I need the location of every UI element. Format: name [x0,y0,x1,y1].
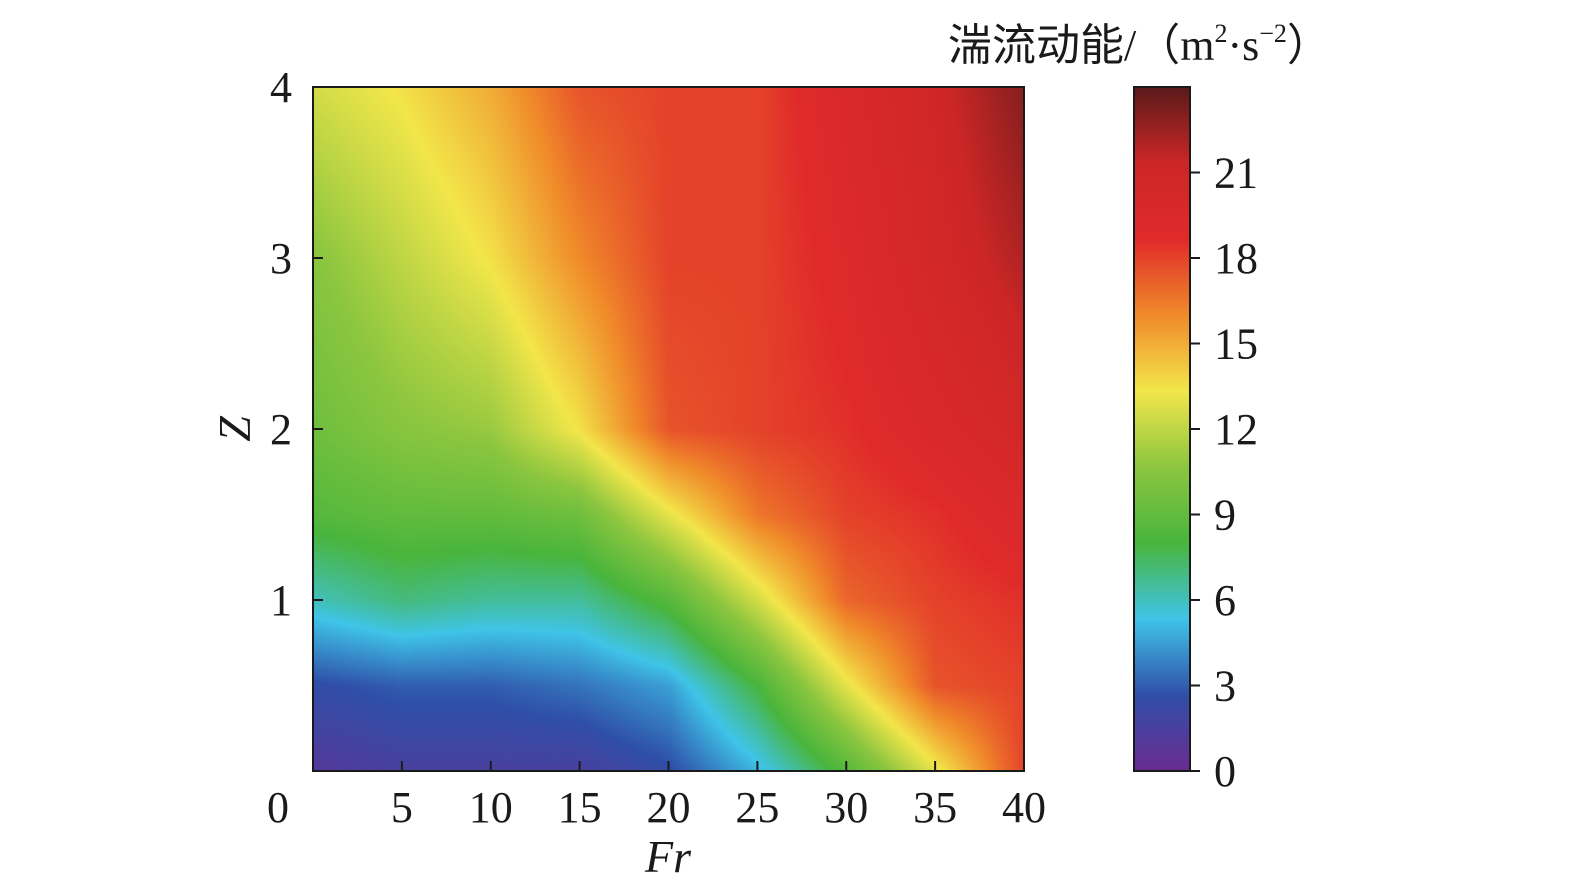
x-tick-label: 25 [735,783,779,832]
x-tick-label: 40 [1002,783,1046,832]
colorbar-tick-label: 3 [1214,662,1236,711]
colorbar-tick-label: 6 [1214,576,1236,625]
x-tick-label: 0 [267,783,289,832]
colorbar-tick-label: 21 [1214,149,1258,198]
x-tick-label: 5 [391,783,413,832]
colorbar-gradient [1133,86,1191,772]
x-tick-label: 15 [558,783,602,832]
colorbar-tick-label: 15 [1214,320,1258,369]
x-tick-label: 20 [647,783,691,832]
colorbar-ticks: 0 3 6 9 12 15 18 21 [1190,149,1258,796]
colorbar-title: 湍流动能/（m2·s−2） [948,19,1331,70]
y-axis-label: Z [209,416,260,442]
y-tick-label: 2 [270,405,292,454]
y-tick-label: 1 [270,576,292,625]
colorbar-tick-label: 0 [1214,747,1236,796]
x-axis: 0 5 10 15 20 25 30 35 40 [267,761,1046,832]
y-tick-label: 4 [270,63,292,112]
x-tick-label: 10 [469,783,513,832]
y-tick-label: 3 [270,234,292,283]
heatmap-area [312,86,1025,772]
colorbar-tick-label: 18 [1214,234,1258,283]
colorbar: 0 3 6 9 12 15 18 21 湍流动能/（m2·s−2） [948,19,1331,796]
x-tick-label: 30 [824,783,868,832]
colorbar-tick-label: 12 [1214,405,1258,454]
colorbar-tick-label: 9 [1214,491,1236,540]
y-axis: 1 2 3 4 [270,63,323,625]
x-axis-label: Fr [644,831,692,882]
x-tick-label: 35 [913,783,957,832]
